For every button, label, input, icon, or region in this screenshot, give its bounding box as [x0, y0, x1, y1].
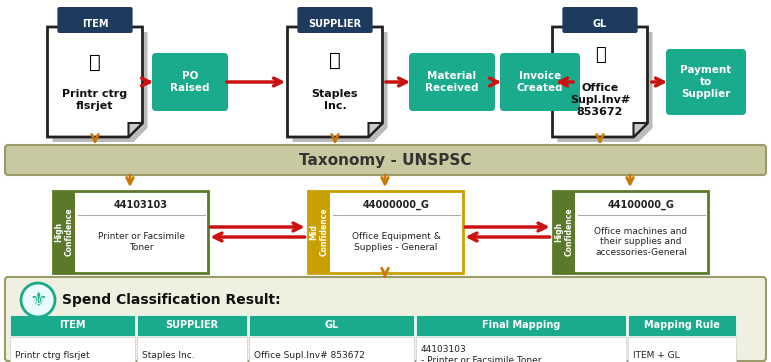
- FancyBboxPatch shape: [5, 277, 766, 361]
- Polygon shape: [48, 27, 143, 137]
- Text: Mid
Confidence: Mid Confidence: [309, 208, 328, 256]
- Text: Taxonomy - UNSPSC: Taxonomy - UNSPSC: [298, 152, 471, 168]
- Text: Final Mapping: Final Mapping: [482, 320, 561, 331]
- Circle shape: [21, 283, 55, 317]
- FancyBboxPatch shape: [416, 315, 626, 336]
- FancyBboxPatch shape: [308, 191, 463, 273]
- Text: ITEM: ITEM: [82, 19, 108, 29]
- Polygon shape: [292, 32, 388, 142]
- Polygon shape: [557, 32, 652, 142]
- Text: Office machines and
their supplies and
accessories-General: Office machines and their supplies and a…: [594, 227, 688, 257]
- Text: SUPPLIER: SUPPLIER: [166, 320, 218, 331]
- FancyBboxPatch shape: [152, 53, 228, 111]
- FancyBboxPatch shape: [553, 191, 574, 273]
- FancyBboxPatch shape: [10, 315, 135, 336]
- Text: 44103103
- Printer or Facsimile Toner: 44103103 - Printer or Facsimile Toner: [421, 345, 541, 362]
- FancyBboxPatch shape: [308, 191, 329, 273]
- FancyBboxPatch shape: [553, 191, 708, 273]
- Text: GL: GL: [593, 19, 607, 29]
- Text: ⚜: ⚜: [29, 290, 47, 310]
- Text: Office Supl.Inv# 853672: Office Supl.Inv# 853672: [254, 350, 365, 359]
- Text: 🖨: 🖨: [89, 52, 101, 72]
- Text: High
Confidence: High Confidence: [54, 208, 73, 256]
- FancyBboxPatch shape: [137, 337, 247, 362]
- Text: 📋: 📋: [594, 46, 605, 64]
- FancyBboxPatch shape: [298, 7, 372, 33]
- FancyBboxPatch shape: [5, 145, 766, 175]
- FancyBboxPatch shape: [500, 53, 580, 111]
- Text: ITEM: ITEM: [59, 320, 86, 331]
- FancyBboxPatch shape: [52, 191, 75, 273]
- Polygon shape: [553, 27, 648, 137]
- FancyBboxPatch shape: [666, 49, 746, 115]
- FancyBboxPatch shape: [628, 315, 736, 336]
- FancyBboxPatch shape: [52, 191, 207, 273]
- Polygon shape: [288, 27, 382, 137]
- Text: SUPPLIER: SUPPLIER: [308, 19, 362, 29]
- Text: Staples Inc.: Staples Inc.: [142, 350, 194, 359]
- Text: 44100000_G: 44100000_G: [608, 200, 675, 210]
- Text: Staples
Inc.: Staples Inc.: [311, 89, 359, 111]
- Text: Spend Classification Result:: Spend Classification Result:: [62, 293, 281, 307]
- Text: Printr ctrg flsrjet: Printr ctrg flsrjet: [15, 350, 89, 359]
- Text: GL: GL: [325, 320, 338, 331]
- FancyBboxPatch shape: [409, 53, 495, 111]
- Polygon shape: [129, 123, 143, 137]
- FancyBboxPatch shape: [416, 337, 626, 362]
- Polygon shape: [634, 123, 648, 137]
- FancyBboxPatch shape: [628, 337, 736, 362]
- Polygon shape: [369, 123, 382, 137]
- Text: 👥: 👥: [329, 51, 341, 70]
- Text: ITEM + GL: ITEM + GL: [633, 350, 679, 359]
- Text: 44103103: 44103103: [114, 200, 168, 210]
- Text: Material
Received: Material Received: [426, 71, 479, 93]
- Text: Printr ctrg
flsrjet: Printr ctrg flsrjet: [62, 89, 127, 111]
- Polygon shape: [52, 32, 147, 142]
- Text: Office
Supl.Inv#
853672: Office Supl.Inv# 853672: [570, 83, 630, 117]
- FancyBboxPatch shape: [57, 7, 133, 33]
- Text: High
Confidence: High Confidence: [554, 208, 573, 256]
- Text: Invoice
Created: Invoice Created: [517, 71, 564, 93]
- Text: Mapping Rule: Mapping Rule: [644, 320, 720, 331]
- Text: Printer or Facsimile
Toner: Printer or Facsimile Toner: [97, 232, 184, 252]
- Text: PO
Raised: PO Raised: [170, 71, 210, 93]
- FancyBboxPatch shape: [10, 337, 135, 362]
- FancyBboxPatch shape: [137, 315, 247, 336]
- FancyBboxPatch shape: [249, 315, 414, 336]
- Text: Office Equipment &
Supplies - General: Office Equipment & Supplies - General: [352, 232, 440, 252]
- Text: Payment
to
Supplier: Payment to Supplier: [680, 66, 732, 98]
- FancyBboxPatch shape: [562, 7, 638, 33]
- Text: 44000000_G: 44000000_G: [362, 200, 429, 210]
- FancyBboxPatch shape: [249, 337, 414, 362]
